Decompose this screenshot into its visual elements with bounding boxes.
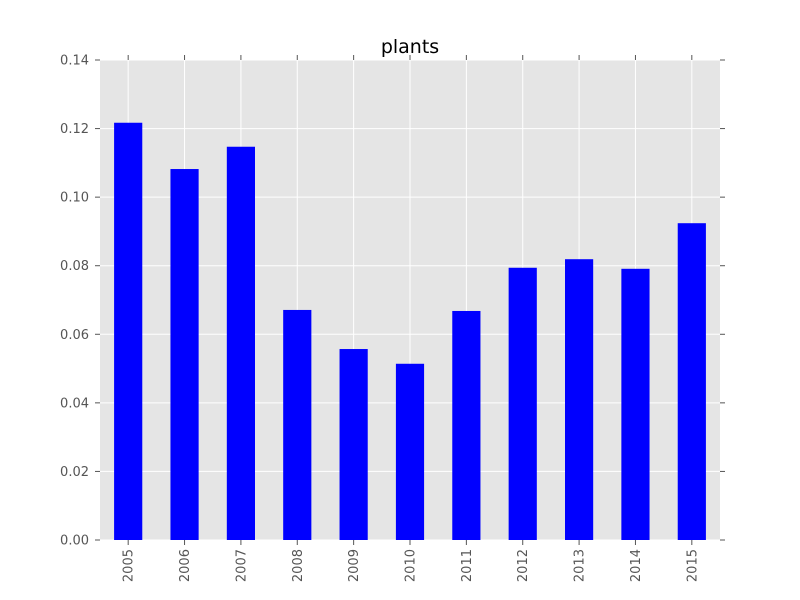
x-tick-label: 2005 bbox=[122, 549, 137, 582]
bar-2007 bbox=[226, 146, 255, 540]
bar-2011 bbox=[452, 310, 481, 540]
bar-2006 bbox=[170, 169, 199, 540]
y-tick-labels: 0.00 0.02 0.04 0.06 0.08 0.10 0.12 0.14 bbox=[60, 54, 89, 549]
x-tick-label: 2013 bbox=[573, 549, 588, 582]
x-tick-label: 2007 bbox=[234, 549, 249, 582]
x-tick-label: 2008 bbox=[291, 549, 306, 582]
chart-title: plants bbox=[381, 36, 439, 58]
bar-2008 bbox=[283, 309, 312, 540]
axis-ticks bbox=[95, 55, 725, 545]
x-tick-label: 2009 bbox=[347, 549, 362, 582]
y-tick-label: 0.04 bbox=[60, 396, 89, 411]
x-axis-label: year bbox=[393, 595, 427, 600]
y-tick-label: 0.08 bbox=[60, 259, 89, 274]
bars bbox=[114, 122, 706, 540]
bar-2012 bbox=[508, 267, 537, 540]
bar-2014 bbox=[621, 268, 650, 540]
y-tick-label: 0.10 bbox=[60, 191, 89, 206]
x-tick-label: 2015 bbox=[685, 549, 700, 582]
y-tick-label: 0.02 bbox=[60, 465, 89, 480]
y-tick-label: 0.12 bbox=[60, 122, 89, 137]
bar-2009 bbox=[339, 349, 368, 540]
bar-2010 bbox=[395, 363, 425, 540]
x-tick-labels: 2005 2006 2007 2008 2009 2010 2011 2012 2013 2014… bbox=[122, 549, 701, 582]
y-tick-label: 0.06 bbox=[60, 328, 89, 343]
y-tick-label: 0.14 bbox=[60, 54, 89, 69]
x-tick-label: 2006 bbox=[178, 549, 193, 582]
y-tick-label: 0.00 bbox=[60, 534, 89, 549]
bar-2005 bbox=[114, 122, 143, 540]
x-tick-label: 2011 bbox=[460, 549, 475, 582]
x-tick-label: 2012 bbox=[516, 549, 531, 582]
x-tick-label: 2014 bbox=[629, 549, 644, 582]
bar-2013 bbox=[565, 259, 594, 540]
x-tick-label: 2010 bbox=[404, 549, 419, 582]
bar-2015 bbox=[677, 223, 706, 540]
